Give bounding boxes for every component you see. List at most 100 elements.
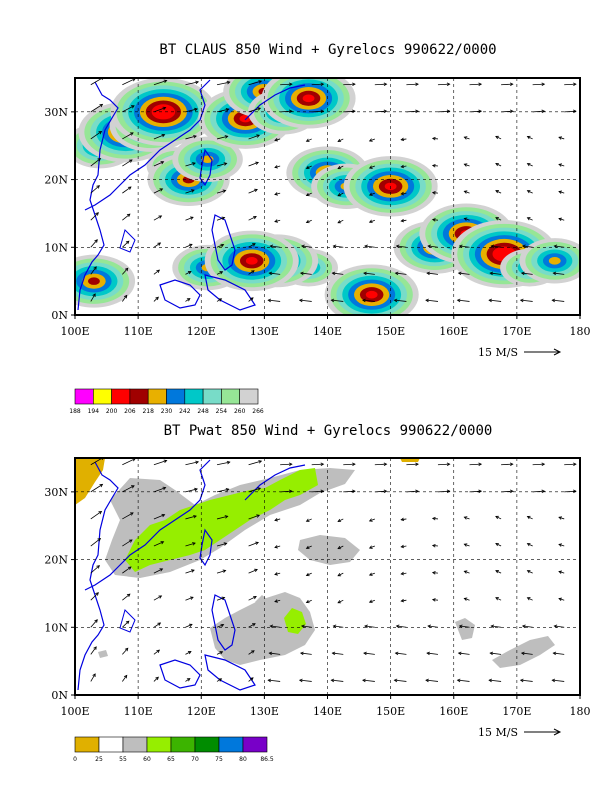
wind-arrow xyxy=(280,110,292,113)
wind-arrow-head xyxy=(332,244,337,249)
wind-arrow-head xyxy=(488,678,493,683)
wind-arrow xyxy=(216,190,226,194)
wind-arrow-head xyxy=(253,215,257,220)
wind-arrow xyxy=(558,598,565,601)
wind-arrow xyxy=(501,490,513,493)
wind-arrow xyxy=(337,138,344,142)
wind-arrow xyxy=(301,245,312,248)
wind-arrow-head xyxy=(221,216,226,221)
wind-arrow xyxy=(501,83,513,86)
wind-arrow-head xyxy=(383,82,388,87)
wind-arrow-head xyxy=(288,462,293,467)
wind-arrow-head xyxy=(383,109,388,114)
wind-arrow xyxy=(280,83,292,86)
wind-arrow-head xyxy=(274,138,278,142)
wind-arrow-head xyxy=(94,239,98,243)
wind-arrow-head xyxy=(257,107,262,111)
wind-arrow-head xyxy=(383,462,388,467)
pwat-region-55-60 xyxy=(210,592,315,665)
colorbar-swatch xyxy=(221,388,240,405)
wind-arrow-head xyxy=(330,678,335,683)
wind-arrow xyxy=(332,652,344,655)
wind-arrow-head xyxy=(131,485,135,489)
wind-arrow-head xyxy=(495,570,499,574)
wind-arrow xyxy=(185,298,191,302)
wind-arrow xyxy=(469,83,482,86)
wind-arrow-head xyxy=(257,487,262,491)
reference-vector-label: 15 M/S xyxy=(478,346,518,359)
wind-arrow-head xyxy=(188,623,193,628)
wind-arrow-head xyxy=(337,600,342,604)
wind-arrow xyxy=(122,512,134,520)
wind-arrow xyxy=(527,163,533,167)
wind-arrow-head xyxy=(337,220,342,224)
wind-arrow-head xyxy=(352,462,356,467)
wind-arrow-head xyxy=(337,193,342,197)
wind-arrow-head xyxy=(337,545,342,550)
wind-arrow xyxy=(521,272,533,275)
wind-arrow-head xyxy=(160,541,165,545)
wind-arrow-head xyxy=(553,624,558,629)
wind-arrow-head xyxy=(224,135,229,139)
wind-arrow xyxy=(185,216,194,221)
wind-arrow xyxy=(374,83,387,86)
wind-arrow xyxy=(401,219,407,222)
wind-arrow xyxy=(90,565,100,574)
wind-arrow xyxy=(331,299,344,302)
wind-arrow-head xyxy=(489,271,494,276)
wind-arrow xyxy=(311,83,324,86)
wind-arrow xyxy=(369,572,375,576)
wind-arrow xyxy=(280,463,292,466)
wind-arrow-head xyxy=(394,271,399,276)
colorbar-tick-label: 254 xyxy=(216,408,228,415)
wind-arrow xyxy=(564,490,576,493)
wind-arrow-head xyxy=(274,545,278,549)
wind-arrow xyxy=(122,458,136,466)
wind-arrow xyxy=(122,539,133,547)
wind-arrow-head xyxy=(131,105,135,109)
wind-arrow xyxy=(396,625,407,628)
wind-arrow xyxy=(520,299,533,302)
wind-arrow xyxy=(369,165,375,169)
wind-arrow-head xyxy=(463,190,468,194)
wind-arrow-head xyxy=(368,572,373,576)
wind-arrow-head xyxy=(490,244,495,249)
wind-arrow xyxy=(153,460,167,466)
wind-arrow-head xyxy=(97,158,102,162)
wind-arrow xyxy=(90,673,96,682)
wind-arrow-head xyxy=(97,538,102,542)
wind-arrow-head xyxy=(269,244,274,249)
wind-arrow-head xyxy=(320,82,325,87)
wind-arrow-head xyxy=(320,462,325,467)
wind-arrow-head xyxy=(495,162,499,167)
wind-arrow-head xyxy=(101,78,104,81)
wind-arrow xyxy=(185,162,196,167)
colorbar-swatch xyxy=(184,388,204,405)
wind-arrow-head xyxy=(573,109,577,114)
wind-arrow xyxy=(306,572,312,576)
wind-arrow-head xyxy=(364,624,368,629)
wind-arrow-head xyxy=(463,217,468,221)
wind-arrow xyxy=(268,299,281,302)
wind-arrow xyxy=(425,299,439,302)
colorbar-tick-label: 86.5 xyxy=(260,756,274,763)
title-bottom: BT Pwat 850 Wind + Gyrelocs 990622/0000 xyxy=(164,423,493,439)
x-tick-label: 100E xyxy=(60,325,89,338)
wind-arrow-head xyxy=(526,190,531,194)
wind-arrow xyxy=(90,266,97,275)
wind-arrow xyxy=(428,245,439,248)
wind-arrow-head xyxy=(305,138,310,142)
wind-arrow-head xyxy=(488,298,493,303)
wind-arrow xyxy=(216,217,225,221)
wind-arrow-head xyxy=(187,271,192,275)
wind-arrow-head xyxy=(526,570,531,574)
wind-arrow-head xyxy=(223,542,228,546)
wind-arrow xyxy=(274,572,281,575)
wind-arrow xyxy=(489,679,502,682)
wind-arrow xyxy=(216,298,222,302)
wind-arrow xyxy=(300,272,312,275)
wind-arrow xyxy=(522,625,533,628)
wind-arrow xyxy=(248,80,262,86)
wind-arrow-head xyxy=(192,542,196,546)
cloud-cell xyxy=(88,277,100,285)
